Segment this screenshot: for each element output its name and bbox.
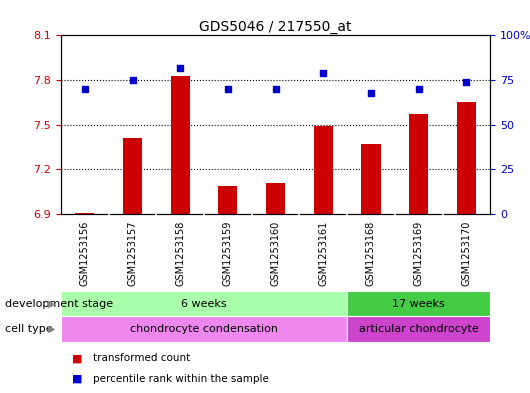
Text: ■: ■ — [72, 353, 82, 363]
Bar — [314, 126, 333, 214]
Text: ■: ■ — [72, 374, 82, 384]
Point — [367, 90, 375, 96]
Point — [176, 64, 184, 71]
Bar — [171, 75, 190, 214]
Text: transformed count: transformed count — [93, 353, 190, 363]
Text: chondrocyte condensation: chondrocyte condensation — [130, 324, 278, 334]
Point — [224, 86, 232, 92]
Bar — [361, 144, 381, 214]
Text: articular chondrocyte: articular chondrocyte — [359, 324, 479, 334]
Text: GSM1253156: GSM1253156 — [80, 220, 90, 286]
Text: GSM1253158: GSM1253158 — [175, 220, 185, 286]
Point — [81, 86, 89, 92]
Text: development stage: development stage — [5, 299, 113, 309]
Text: GSM1253161: GSM1253161 — [319, 220, 328, 286]
Bar — [457, 103, 476, 214]
Text: ▶: ▶ — [48, 324, 56, 334]
Bar — [218, 186, 237, 214]
Bar — [266, 183, 285, 214]
Text: cell type: cell type — [5, 324, 53, 334]
Point — [271, 86, 280, 92]
Text: GSM1253168: GSM1253168 — [366, 220, 376, 286]
Point — [462, 79, 471, 85]
Point — [414, 86, 423, 92]
Text: GSM1253159: GSM1253159 — [223, 220, 233, 286]
Bar — [347, 291, 490, 316]
Bar — [123, 138, 142, 214]
Bar — [75, 213, 94, 214]
Text: GSM1253169: GSM1253169 — [414, 220, 423, 286]
Text: GSM1253157: GSM1253157 — [128, 220, 137, 286]
Text: ▶: ▶ — [48, 299, 56, 309]
Bar — [409, 114, 428, 214]
Text: GSM1253160: GSM1253160 — [271, 220, 280, 286]
Text: percentile rank within the sample: percentile rank within the sample — [93, 374, 269, 384]
Text: 17 weeks: 17 weeks — [392, 299, 445, 309]
Title: GDS5046 / 217550_at: GDS5046 / 217550_at — [199, 20, 352, 34]
Bar — [61, 291, 347, 316]
Text: GSM1253170: GSM1253170 — [462, 220, 471, 286]
Point — [128, 77, 137, 83]
Text: 6 weeks: 6 weeks — [181, 299, 227, 309]
Point — [319, 70, 328, 76]
Bar — [347, 316, 490, 342]
Bar — [61, 316, 347, 342]
